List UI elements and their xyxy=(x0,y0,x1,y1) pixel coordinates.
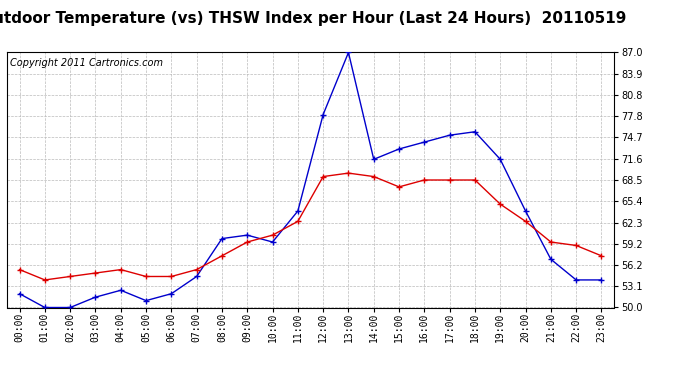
Text: Copyright 2011 Cartronics.com: Copyright 2011 Cartronics.com xyxy=(10,58,163,68)
Text: Outdoor Temperature (vs) THSW Index per Hour (Last 24 Hours)  20110519: Outdoor Temperature (vs) THSW Index per … xyxy=(0,11,627,26)
